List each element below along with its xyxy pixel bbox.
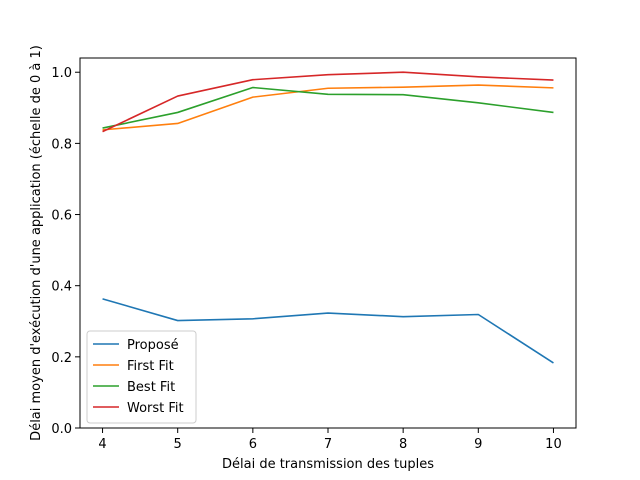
y-tick-label: 0.0 [51, 422, 72, 437]
legend-label: Best Fit [127, 380, 175, 395]
series-line-2 [102, 86, 554, 129]
x-tick-label: 10 [545, 437, 562, 452]
y-tick-label: 0.2 [51, 351, 72, 366]
series-lines [102, 71, 554, 364]
legend-label: Worst Fit [127, 401, 184, 416]
series-line-0 [102, 298, 554, 364]
y-tick-label: 0.8 [51, 137, 72, 152]
legend-label: First Fit [127, 359, 174, 374]
x-tick-label: 7 [324, 437, 332, 452]
y-tick-label: 0.4 [51, 280, 72, 295]
y-axis-label: Délai moyen d'exécution d'une applicatio… [29, 45, 44, 441]
x-axis-label: Délai de transmission des tuples [222, 457, 434, 472]
legend: Proposé First Fit Best Fit Worst Fit [86, 330, 197, 424]
legend-label: Proposé [127, 338, 179, 353]
y-tick-label: 1.0 [51, 66, 72, 81]
x-tick-label: 6 [249, 437, 257, 452]
x-tick-label: 9 [474, 437, 482, 452]
y-tick-label: 0.6 [51, 209, 72, 224]
series-line-1 [102, 84, 554, 131]
x-tick-label: 8 [399, 437, 407, 452]
x-tick-label: 5 [174, 437, 182, 452]
legend-box [86, 330, 197, 424]
series-line-3 [102, 71, 554, 133]
y-axis: 0.0 0.2 0.4 0.6 0.8 1.0 [51, 66, 80, 437]
x-tick-label: 4 [98, 437, 106, 452]
x-axis: 4 5 6 7 8 9 10 [98, 428, 562, 452]
